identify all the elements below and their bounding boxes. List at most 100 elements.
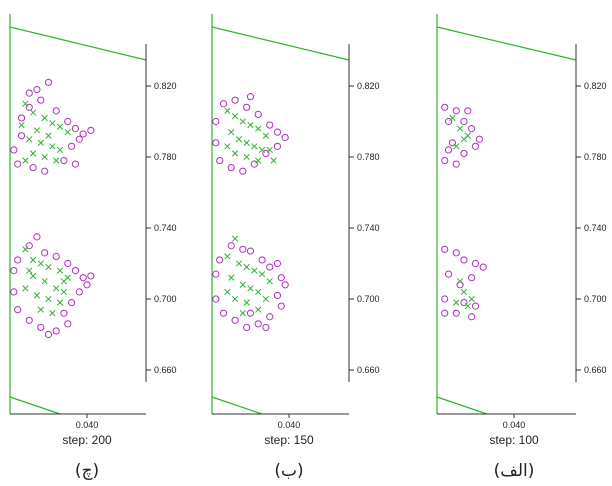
data-point-circle — [266, 313, 274, 321]
data-point-x — [255, 288, 262, 296]
data-point-circle — [277, 274, 285, 282]
data-point-circle — [254, 110, 262, 119]
data-point-circle — [254, 320, 262, 328]
data-point-circle — [71, 160, 80, 168]
data-point-circle — [64, 117, 72, 126]
data-point-circle — [227, 242, 235, 250]
data-point-x — [224, 288, 231, 296]
data-point-circle — [212, 295, 220, 303]
data-point-circle — [64, 320, 72, 328]
data-point-x — [56, 123, 64, 130]
data-point-x — [56, 267, 64, 274]
y-tick-label: 0.820 — [584, 81, 607, 91]
data-point-circle — [212, 270, 220, 278]
y-tick-label: 0.700 — [357, 294, 380, 304]
top-boundary-line — [211, 26, 350, 61]
data-point-x — [449, 114, 456, 122]
data-point-circle — [464, 107, 472, 115]
y-tick-label: 0.660 — [357, 365, 380, 375]
data-point-x — [262, 295, 270, 303]
data-point-circle — [71, 267, 80, 275]
data-point-circle — [468, 274, 476, 282]
data-point-circle — [60, 156, 68, 165]
data-point-x — [37, 306, 44, 313]
data-point-circle — [262, 323, 270, 331]
data-point-x — [456, 125, 464, 132]
data-point-circle — [25, 316, 33, 324]
data-point-x — [29, 150, 37, 157]
data-point-circle — [231, 316, 239, 324]
data-point-circle — [266, 263, 274, 271]
data-point-circle — [17, 114, 26, 122]
data-point-circle — [25, 103, 33, 111]
data-point-circle — [273, 291, 282, 300]
data-point-circle — [33, 233, 41, 241]
data-point-x — [45, 132, 52, 139]
data-point-x — [468, 295, 475, 303]
data-point-circle — [243, 103, 251, 111]
data-point-circle — [239, 245, 247, 253]
data-point-x — [56, 146, 64, 154]
data-point-x — [49, 120, 56, 127]
data-point-circle — [41, 249, 49, 257]
top-boundary-line — [436, 26, 577, 61]
data-point-x — [231, 150, 239, 157]
data-point-x — [49, 143, 56, 150]
data-point-circle — [444, 270, 453, 278]
data-point-x — [29, 109, 37, 116]
data-point-x — [255, 157, 262, 164]
data-point-x — [29, 256, 37, 264]
data-point-circle — [277, 302, 285, 310]
data-point-circle — [41, 167, 49, 175]
data-point-x — [231, 295, 239, 303]
bottom-boundary-line — [211, 396, 263, 415]
y-tick-label: 0.660 — [584, 365, 607, 375]
data-point-x — [60, 288, 68, 296]
data-point-x — [224, 107, 231, 115]
panel-1: 0.820 0.780 0.740 0.700 0.660 0.040 step: 200 (… — [9, 14, 177, 481]
data-point-x — [22, 246, 29, 253]
data-point-circle — [17, 132, 26, 140]
top-boundary-line — [9, 26, 147, 61]
panel-label: (ب) — [274, 461, 303, 481]
data-point-x — [33, 292, 41, 299]
data-point-x — [45, 295, 52, 303]
data-point-x — [270, 157, 277, 164]
y-tick-label: 0.780 — [584, 152, 607, 162]
data-point-x — [228, 274, 235, 281]
data-point-circle — [71, 125, 80, 133]
data-point-circle — [468, 313, 476, 321]
data-point-circle — [273, 128, 282, 136]
data-point-x — [41, 153, 48, 161]
y-tick-label: 0.700 — [154, 294, 177, 304]
y-tick-label: 0.740 — [154, 223, 177, 233]
panel-2: 0.820 0.780 0.740 0.700 0.660 0.040 step: 150 (… — [211, 14, 380, 481]
data-point-x — [239, 281, 246, 288]
data-point-circle — [25, 242, 33, 250]
data-point-x — [231, 235, 239, 242]
data-point-x — [251, 143, 258, 150]
data-point-circle — [468, 125, 476, 133]
y-tick-label: 0.660 — [154, 365, 177, 375]
data-point-circle — [441, 309, 449, 317]
data-point-circle — [216, 156, 224, 165]
data-point-x — [228, 128, 235, 136]
data-point-x — [239, 310, 246, 317]
data-point-circle — [219, 100, 228, 108]
panel-label: (چ) — [75, 461, 99, 481]
data-point-circle — [266, 121, 274, 129]
x-tick-label: 0.040 — [503, 420, 526, 430]
data-point-circle — [460, 149, 468, 158]
y-tick-label: 0.780 — [154, 152, 177, 162]
data-point-x — [37, 139, 44, 146]
data-point-x — [266, 146, 273, 154]
data-point-x — [33, 127, 41, 134]
data-point-x — [251, 267, 258, 274]
data-point-circle — [212, 117, 220, 126]
data-point-circle — [452, 249, 460, 257]
data-point-circle — [460, 298, 468, 307]
data-point-circle — [441, 156, 449, 165]
data-point-circle — [68, 298, 76, 307]
data-point-circle — [33, 85, 41, 94]
data-point-circle — [479, 263, 487, 271]
